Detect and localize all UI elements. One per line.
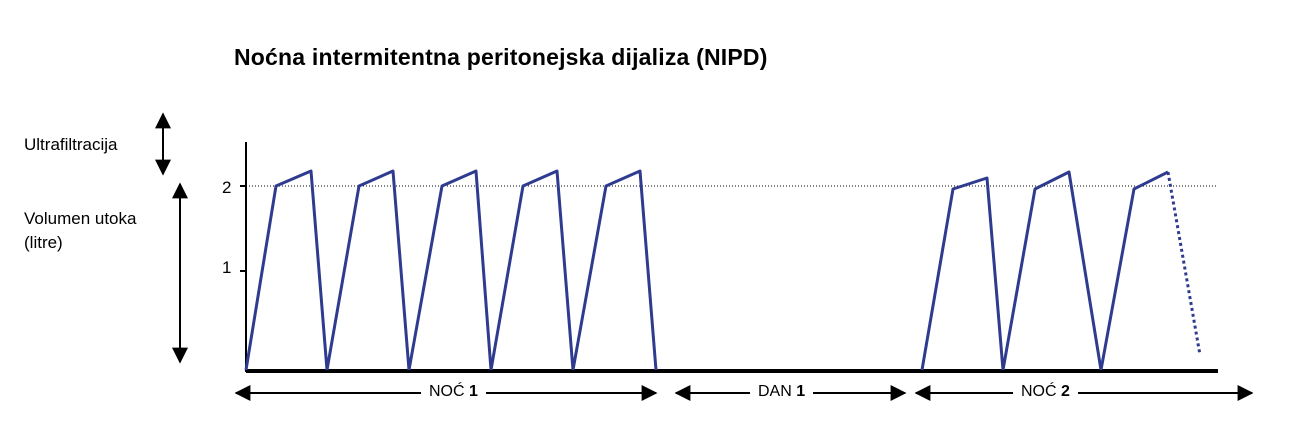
segment-label-night1: NOĆ 1	[421, 383, 486, 401]
segment-number: 1	[469, 383, 478, 400]
units-label: (litre)	[24, 233, 63, 252]
segment-number: 1	[796, 383, 806, 400]
cycle-night1-1	[244, 169, 329, 371]
cycle-night2-3-drain-pending	[1166, 171, 1202, 356]
segment-label-night2: NOĆ 2	[1013, 383, 1078, 401]
inflow-volume-label: Volumen utoka	[24, 209, 137, 228]
cycle-night1-2	[325, 169, 411, 371]
segment-name: NOĆ	[429, 383, 465, 400]
cycle-night2-1	[920, 176, 1005, 371]
segment-name: NOĆ	[1021, 383, 1057, 400]
y-tick-1: 1	[222, 258, 232, 277]
cycle-night1-5	[571, 169, 658, 371]
y-tick-2: 2	[222, 178, 232, 197]
cycle-night1-3	[407, 169, 493, 371]
cycle-night2-2	[1001, 170, 1103, 371]
cycle-night1-4	[489, 169, 575, 371]
ultrafiltration-label: Ultrafiltracija	[24, 135, 118, 154]
segment-label-day1: DAN 1	[750, 383, 814, 401]
segment-name: DAN	[758, 383, 792, 400]
diagram-title: Noćna intermitentna peritonejska dijaliz…	[234, 44, 768, 70]
cycle-night2-3	[1099, 170, 1169, 371]
segment-number: 2	[1061, 383, 1070, 400]
